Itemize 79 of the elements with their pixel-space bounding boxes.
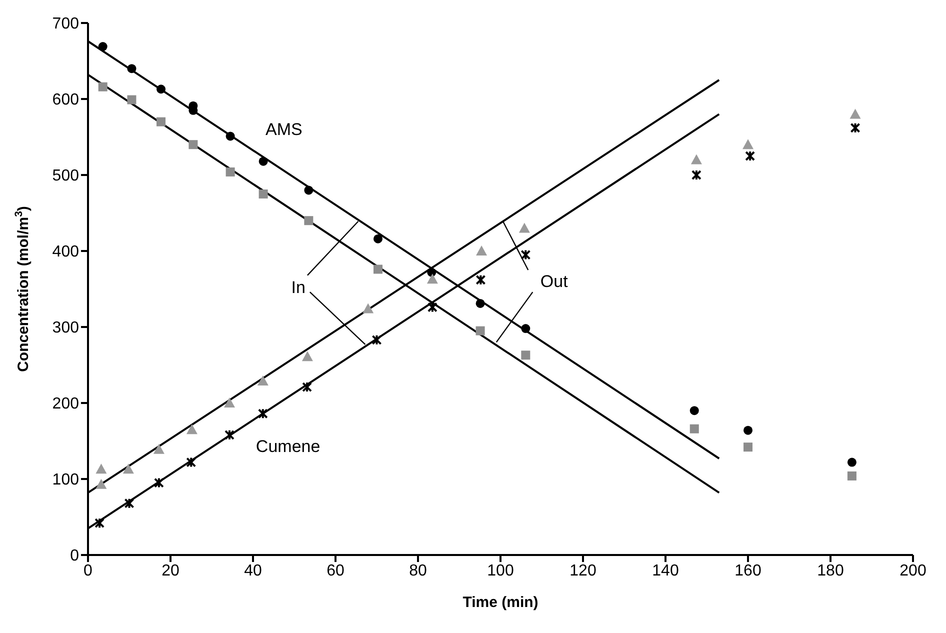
y-tick-label: 100 — [52, 472, 80, 489]
point — [98, 42, 108, 52]
y-tick-label: 400 — [52, 244, 80, 261]
point — [427, 268, 436, 277]
point — [373, 264, 382, 274]
y-tick-label: 200 — [52, 396, 80, 413]
point — [154, 477, 164, 488]
point — [850, 108, 861, 119]
x-tick-label: 200 — [900, 562, 926, 580]
point — [156, 84, 166, 94]
point — [304, 216, 314, 226]
point — [127, 64, 136, 74]
point — [476, 326, 485, 336]
point — [476, 274, 486, 286]
point — [744, 426, 752, 435]
point — [96, 464, 107, 474]
point — [94, 518, 105, 529]
point — [153, 444, 164, 454]
point — [188, 140, 198, 150]
point — [745, 150, 756, 162]
y-tick-label: 700 — [52, 16, 80, 33]
point — [476, 246, 488, 256]
point — [426, 274, 438, 284]
x-tick-label: 180 — [817, 562, 844, 580]
y-tick-label: 300 — [52, 320, 80, 337]
point — [690, 154, 702, 164]
point — [224, 398, 235, 408]
point — [690, 424, 699, 434]
point — [850, 122, 860, 134]
x-tick-label: 20 — [162, 562, 180, 580]
point — [224, 429, 234, 440]
point — [521, 350, 530, 360]
point — [476, 298, 485, 308]
point — [691, 170, 702, 180]
x-tick-label: 120 — [570, 562, 596, 580]
point — [362, 303, 374, 314]
point — [257, 375, 268, 386]
point — [96, 478, 107, 489]
point — [373, 234, 382, 244]
x-tick-label: 80 — [409, 562, 427, 580]
point — [156, 117, 166, 126]
point — [518, 222, 530, 233]
annotation: Cumene — [256, 437, 320, 456]
annotation: Out — [540, 272, 568, 292]
x-tick-label: 100 — [487, 562, 514, 580]
point — [372, 334, 382, 346]
x-tick-label: 0 — [84, 562, 93, 580]
point — [742, 139, 754, 150]
point — [302, 351, 313, 362]
point — [304, 186, 314, 195]
point — [122, 464, 134, 474]
point — [258, 190, 268, 198]
point — [127, 95, 136, 104]
point — [847, 471, 856, 480]
x-tick-label: 160 — [734, 562, 762, 580]
annotation: In — [291, 278, 306, 298]
y-tick-label: 0 — [70, 548, 80, 565]
point — [258, 156, 268, 166]
point — [124, 498, 134, 509]
point — [186, 424, 198, 434]
point — [427, 302, 438, 313]
point — [226, 167, 235, 176]
annotation: AMS — [266, 120, 302, 140]
x-tick-label: 60 — [326, 562, 344, 580]
point — [98, 82, 108, 92]
x-axis-title: Time (min) — [462, 594, 538, 611]
point — [744, 442, 752, 452]
y-tick-label: 600 — [52, 92, 80, 109]
point — [258, 408, 268, 420]
y-tick-label: 500 — [52, 168, 80, 185]
point — [521, 324, 530, 334]
point — [226, 132, 235, 141]
point — [302, 382, 312, 393]
x-tick-label: 40 — [244, 562, 262, 580]
point — [690, 406, 699, 416]
point — [186, 456, 196, 468]
point — [520, 249, 531, 260]
x-tick-label: 140 — [652, 562, 679, 580]
point — [847, 458, 856, 467]
